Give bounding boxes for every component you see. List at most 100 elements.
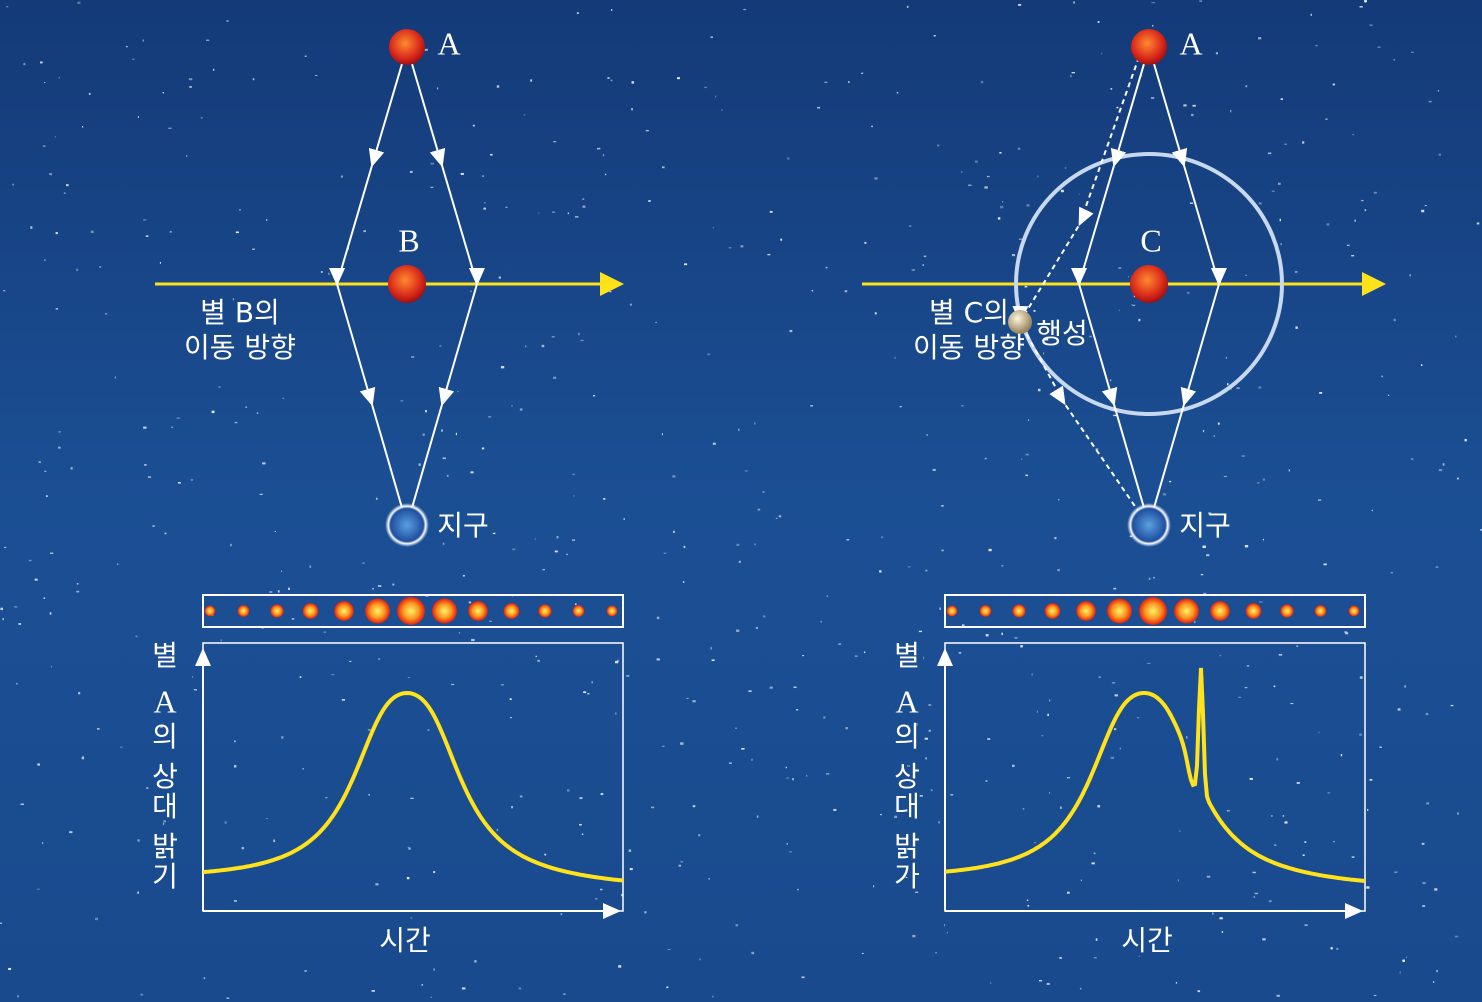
star-speck [578, 332, 580, 336]
star-speck [377, 585, 382, 587]
star-speck [1327, 792, 1331, 794]
star-speck [500, 684, 505, 686]
star-speck [1377, 46, 1381, 49]
star-speck [741, 748, 745, 750]
star-speck [1352, 134, 1355, 136]
star-speck [1059, 806, 1062, 809]
star-speck [441, 429, 443, 432]
star-speck [673, 530, 675, 533]
star-speck [1304, 924, 1308, 926]
star-speck [938, 821, 940, 824]
star-speck [304, 970, 307, 972]
star-speck [1225, 357, 1227, 359]
star-speck [191, 676, 194, 678]
star-speck [946, 932, 948, 934]
star-speck [874, 312, 877, 315]
star-speck [1393, 318, 1396, 322]
star-speck [42, 145, 46, 147]
brightness-dot [1210, 601, 1230, 621]
star-speck [16, 682, 18, 685]
star-speck [205, 39, 210, 41]
star-speck [648, 200, 651, 202]
star-speck [1192, 104, 1196, 107]
star-speck [1057, 568, 1060, 572]
star-speck [1215, 52, 1218, 55]
star-speck [30, 226, 33, 229]
star-speck [1000, 205, 1004, 209]
star-speck [162, 92, 164, 94]
y-axis-label: A [153, 683, 176, 719]
star-speck [368, 794, 370, 796]
star-speck [471, 638, 475, 642]
star-speck [78, 692, 81, 695]
star-speck [1366, 809, 1369, 811]
star-speck [1037, 388, 1041, 392]
star-speck [1038, 980, 1043, 982]
star-speck [220, 639, 222, 642]
star-speck [686, 697, 689, 699]
star-speck [1193, 621, 1196, 623]
star-speck [607, 77, 610, 79]
star-speck [961, 171, 963, 173]
star-speck [906, 876, 908, 878]
star-speck [145, 235, 149, 237]
star-speck [241, 847, 245, 850]
star-speck [680, 742, 684, 745]
star-speck [939, 607, 941, 610]
star-speck [224, 821, 227, 824]
star-speck [1258, 202, 1262, 205]
star-speck [780, 238, 783, 241]
star-speck [631, 107, 633, 111]
star-speck [554, 550, 558, 553]
light-ray [329, 46, 408, 526]
star-speck [656, 616, 660, 620]
star-speck [1223, 475, 1227, 478]
star-speck [748, 690, 752, 692]
star-speck [95, 917, 98, 921]
star-speck [1252, 871, 1256, 874]
star-speck [505, 206, 508, 208]
star-speck [1238, 696, 1242, 698]
star-speck [1426, 802, 1429, 805]
star-speck [69, 831, 73, 834]
star-speck [848, 81, 850, 83]
star-speck [740, 245, 744, 248]
star-speck [282, 397, 285, 399]
star-speck [750, 758, 753, 761]
star-speck [230, 543, 232, 547]
star-speck [1021, 458, 1023, 460]
star-speck [926, 434, 928, 436]
star-speck [1206, 554, 1210, 557]
brightness-dot [503, 603, 520, 619]
star-speck [1296, 782, 1300, 784]
brightness-dot [334, 601, 354, 621]
star-speck [38, 461, 41, 464]
star-speck [1059, 956, 1062, 959]
star-speck [433, 968, 435, 971]
star-speck [81, 757, 85, 760]
star-speck [1436, 969, 1439, 973]
star-speck [1379, 746, 1382, 748]
star-speck [1024, 285, 1028, 288]
star-speck [1424, 205, 1428, 207]
star-speck [190, 479, 193, 481]
brightness-dot [1044, 603, 1061, 619]
star-speck [1404, 685, 1407, 688]
star-speck [699, 958, 701, 961]
star-speck [710, 647, 713, 650]
star-speck [143, 426, 147, 429]
star-speck [1245, 85, 1248, 88]
star-speck [1046, 982, 1050, 985]
star-speck [756, 815, 759, 818]
star-speck [863, 651, 866, 654]
star-speck [1450, 704, 1454, 707]
star-speck [684, 263, 688, 266]
star-speck [1175, 982, 1178, 984]
star-speck [1345, 632, 1349, 635]
brightness-dot [538, 604, 552, 618]
star-speck [371, 990, 375, 992]
star-speck [825, 266, 828, 269]
star-speck [1326, 223, 1330, 226]
star-speck [1364, 209, 1367, 212]
